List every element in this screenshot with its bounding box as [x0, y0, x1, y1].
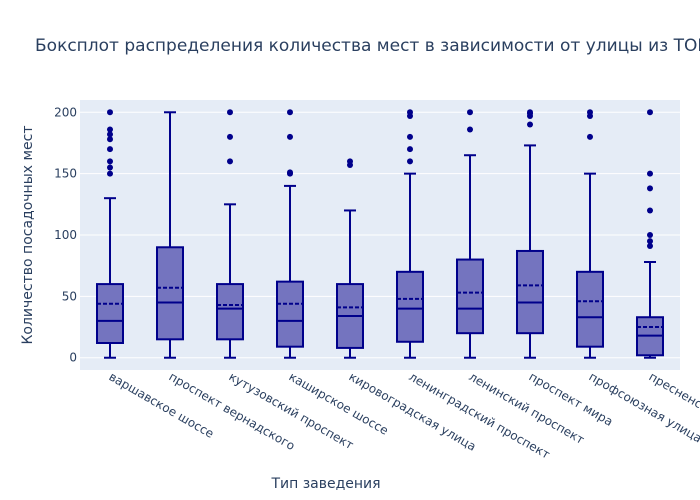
outlier-point: [107, 131, 113, 138]
outlier-point: [647, 185, 653, 192]
outlier-point: [347, 158, 353, 165]
box-group: [576, 109, 604, 359]
outlier-point: [227, 109, 233, 116]
outlier-point: [527, 121, 533, 128]
iqr-box: [96, 283, 124, 345]
outlier-point: [107, 146, 113, 153]
iqr-box: [396, 270, 424, 343]
outlier-point: [467, 109, 473, 116]
y-tick-label: 50: [62, 289, 77, 303]
outlier-point: [107, 136, 113, 143]
iqr-box: [156, 246, 184, 341]
boxes: [96, 109, 664, 359]
outlier-point: [107, 109, 113, 116]
iqr-box: [276, 280, 304, 348]
outlier-point: [107, 170, 113, 177]
outlier-point: [107, 158, 113, 165]
y-tick-label: 150: [54, 167, 77, 181]
box-group: [636, 109, 664, 359]
x-axis-title: Тип заведения: [270, 476, 380, 492]
iqr-box: [216, 283, 244, 341]
outlier-point: [407, 158, 413, 165]
outlier-point: [587, 133, 593, 140]
outlier-point: [647, 170, 653, 177]
box-group: [156, 111, 184, 359]
outlier-point: [587, 109, 593, 116]
outlier-point: [227, 158, 233, 165]
y-tick-label: 200: [54, 105, 77, 119]
outlier-point: [407, 133, 413, 140]
outlier-point: [647, 109, 653, 116]
outlier-point: [287, 169, 293, 176]
outlier-point: [647, 232, 653, 238]
box-group: [276, 109, 304, 359]
outlier-point: [467, 126, 473, 133]
iqr-box: [516, 249, 544, 335]
box-group: [396, 109, 424, 359]
outlier-point: [107, 164, 113, 171]
box-group: [336, 158, 364, 359]
outlier-point: [407, 109, 413, 116]
outlier-point: [407, 146, 413, 153]
chart-title: Боксплот распределения количества мест в…: [35, 36, 700, 56]
box-group: [216, 109, 244, 359]
outlier-point: [647, 207, 653, 214]
iqr-box: [576, 270, 604, 348]
y-tick-label: 100: [54, 228, 77, 242]
outlier-point: [287, 109, 293, 116]
outlier-point: [227, 133, 233, 140]
iqr-box: [456, 258, 484, 335]
box-group: [96, 109, 124, 359]
y-axis-ticks: 0 50 100 150 200: [54, 105, 77, 364]
outlier-point: [527, 109, 533, 116]
outlier-point: [647, 243, 653, 250]
outlier-point: [647, 238, 653, 245]
y-tick-label: 0: [69, 351, 77, 365]
outlier-point: [287, 133, 293, 140]
outlier-point: [107, 126, 113, 133]
box-group: [456, 109, 484, 359]
y-axis-title: Количество посадочных мест: [20, 125, 36, 344]
box-group: [516, 109, 544, 359]
